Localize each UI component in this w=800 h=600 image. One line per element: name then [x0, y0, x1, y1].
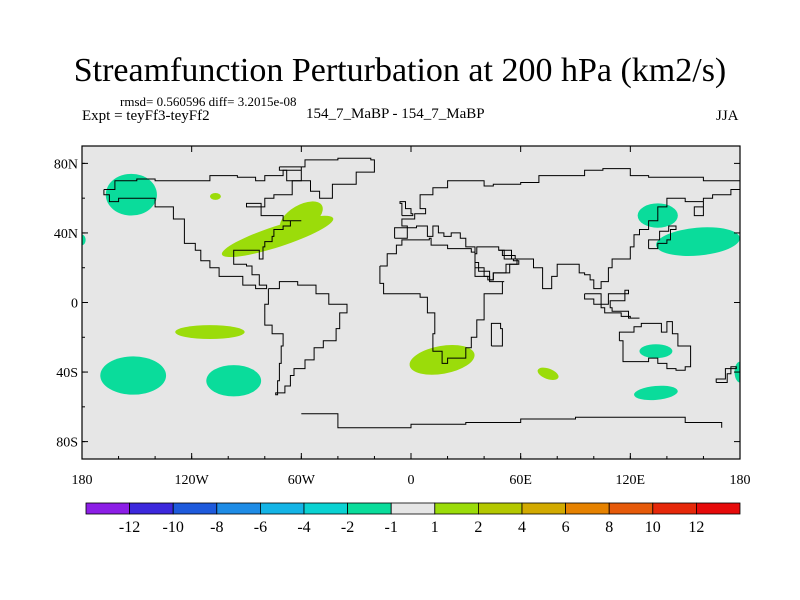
colorbar-label-11: 8 [605, 519, 613, 536]
x-tick-label-1: 120W [175, 473, 210, 488]
colorbar-label-2: -8 [210, 519, 223, 536]
colorbar-label-5: -2 [341, 519, 354, 536]
x-tick-label-3: 0 [408, 473, 415, 488]
coastline-greenland [278, 157, 375, 199]
colorbar-box-4 [259, 502, 305, 515]
anomaly-region-3 [206, 365, 262, 397]
colorbar-label-6: -1 [385, 519, 398, 536]
coastline-madagascar [490, 322, 503, 347]
colorbar-box-5 [303, 502, 348, 515]
y-tick-label-4: 80S [56, 436, 78, 451]
colorbar-label-12: 10 [645, 519, 661, 536]
coastline-eurasia [394, 168, 740, 290]
anomaly-region-0 [105, 173, 157, 216]
colorbar-label-7: 1 [431, 519, 439, 536]
anomaly-region-12 [175, 325, 245, 340]
x-tick-label-2: 60W [288, 473, 316, 488]
coastline-north-america [103, 166, 302, 290]
anomaly-region-14 [537, 367, 559, 380]
colorbar-box-2 [172, 502, 218, 515]
stats-label: rmsd= 0.560596 diff= 3.2015e-08 [120, 94, 297, 109]
x-tick-label-0: 180 [72, 473, 93, 488]
colorbar-box-3 [216, 502, 261, 515]
colorbar-box-14 [696, 502, 741, 515]
colorbar-label-9: 4 [518, 519, 526, 536]
x-tick-label-4: 60E [509, 473, 532, 488]
season-label: JJA [716, 108, 739, 124]
y-tick-label-3: 40S [56, 366, 78, 381]
coastline-africa [379, 237, 505, 364]
colorbar-box-11 [565, 502, 610, 515]
colorbar-box-12 [608, 502, 654, 515]
colorbar-label-4: -4 [297, 519, 310, 536]
anomaly-region-11 [209, 192, 221, 200]
plot-background [82, 146, 740, 459]
coastline-arabia [474, 246, 520, 281]
coastline-new-zealand [715, 366, 737, 383]
chart-title: Streamfunction Perturbation at 200 hPa (… [73, 52, 727, 89]
plot-content [82, 157, 740, 429]
anomaly-region-6 [639, 344, 673, 359]
y-tick-label-0: 80N [54, 157, 78, 172]
colorbar-box-6 [347, 502, 392, 515]
y-tick-label-2: 0 [71, 297, 78, 312]
colorbar-label-0: -12 [119, 519, 140, 536]
colorbar-box-7 [390, 502, 436, 515]
anomaly-region-5 [656, 227, 740, 256]
colorbar-label-10: 6 [562, 519, 570, 536]
anomaly-region-2 [82, 234, 86, 246]
colorbar-label-3: -6 [254, 519, 267, 536]
x-tick-label-6: 180 [730, 473, 751, 488]
x-tick-label-5: 120E [616, 473, 646, 488]
colorbar-box-13 [652, 502, 697, 515]
anomaly-region-8 [634, 385, 678, 401]
colorbar-label-13: 12 [688, 519, 704, 536]
experiment-label: Expt = teyFf3-teyFf2 [82, 108, 210, 124]
coastline-indonesia [584, 289, 640, 319]
colorbar-box-1 [129, 502, 174, 515]
y-tick-label-1: 40N [54, 227, 78, 242]
colorbar-label-8: 2 [474, 519, 482, 536]
coastline-australia [618, 321, 692, 371]
coastline-japan [648, 225, 677, 250]
coastline-antarctica-edge [301, 413, 723, 429]
colorbar-box-10 [521, 502, 566, 515]
colorbar-box-8 [434, 502, 479, 515]
anomaly-region-1 [100, 356, 167, 395]
colorbar-label-1: -10 [163, 519, 184, 536]
colorbar-box-9 [477, 502, 523, 515]
coastline-uk [399, 201, 414, 217]
case-label: 154_7_MaBP - 154_7_MaBP [306, 106, 485, 122]
coastline-south-america [264, 281, 348, 396]
colorbar-box-0 [85, 502, 130, 515]
